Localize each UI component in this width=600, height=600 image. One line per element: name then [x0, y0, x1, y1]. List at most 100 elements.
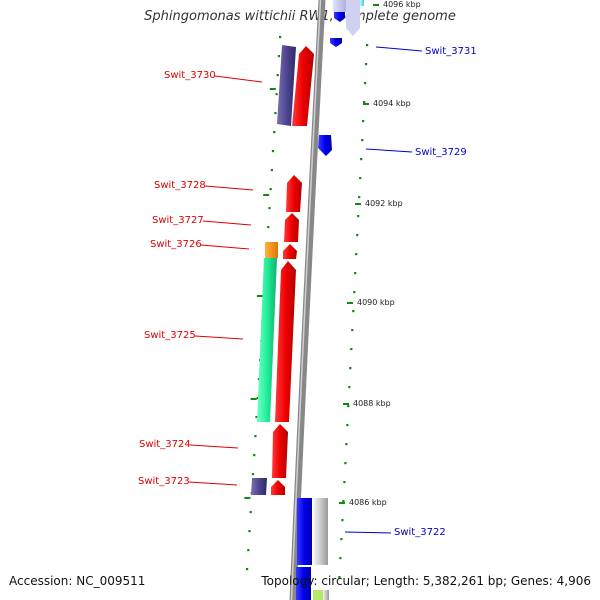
guide-dot	[271, 150, 275, 153]
kbp-tick-mark	[339, 502, 345, 504]
guide-dot	[256, 397, 259, 400]
gene-red-3723	[271, 480, 285, 495]
gene-arrow-top-blue	[334, 12, 345, 22]
label-leader-line	[202, 220, 252, 226]
guide-dot	[346, 424, 349, 427]
guide-dot	[338, 576, 341, 579]
gene-label-swit_3722: Swit_3722	[394, 527, 446, 538]
guide-dash	[256, 295, 263, 297]
accession-label: Accession: NC_009511	[9, 574, 146, 588]
guide-dot	[246, 568, 249, 571]
guide-dot	[253, 454, 256, 457]
gene-orange-3726	[265, 242, 278, 258]
guide-dot	[342, 500, 345, 503]
guide-dot	[339, 557, 342, 560]
guide-dot	[353, 291, 356, 294]
guide-dot	[366, 44, 369, 47]
gene-label-swit_3729: Swit_3729	[415, 147, 467, 158]
guide-dot	[248, 530, 251, 533]
guide-dot	[358, 196, 361, 199]
kbp-tick-label: 4096 kbp	[383, 0, 421, 9]
label-leader-line	[189, 444, 239, 449]
guide-dot	[340, 538, 343, 541]
kbp-tick-mark	[347, 302, 353, 304]
gene-red-3730	[292, 46, 314, 126]
guide-dot	[349, 367, 352, 370]
guide-dot	[359, 177, 362, 180]
gene-label-swit_3724: Swit_3724	[139, 439, 191, 450]
gene-red-3725	[275, 261, 296, 422]
gene-block-top-cyan	[360, 0, 364, 6]
guide-dot	[361, 139, 364, 142]
guide-dot	[341, 519, 344, 522]
gene-arrow-swit3731	[346, 0, 360, 36]
kbp-tick-label: 4094 kbp	[373, 99, 411, 108]
label-leader-line	[365, 148, 413, 153]
gene-grey-3722	[314, 498, 328, 565]
gene-label-swit_3731: Swit_3731	[425, 46, 477, 57]
topology-label: Topology: circular; Length: 5,382,261 bp…	[261, 574, 591, 588]
gene-teal-3725	[257, 258, 277, 422]
guide-dot	[351, 329, 354, 332]
gene-blue-3729	[318, 135, 332, 156]
guide-dot	[268, 207, 271, 210]
guide-dot	[347, 405, 350, 408]
guide-dot	[357, 215, 360, 218]
kbp-tick-mark	[363, 103, 369, 105]
gene-red-3726	[283, 244, 297, 259]
gene-red-3727	[284, 213, 299, 242]
gene-purple-3730	[277, 45, 296, 126]
kbp-tick-mark	[355, 203, 361, 205]
label-leader-line	[344, 531, 392, 534]
guide-dot	[354, 272, 357, 275]
gene-label-swit_3726: Swit_3726	[150, 239, 202, 250]
guide-dot	[254, 435, 257, 438]
kbp-ticks: 4096 kbp 4094 kbp 4092 kbp 4090 kbp 4088 kbp…	[339, 0, 421, 507]
dotted-guide-arcs	[244, 36, 369, 579]
guide-dot	[352, 310, 355, 313]
guide-dot	[348, 386, 351, 389]
kbp-tick-label: 4092 kbp	[365, 199, 403, 208]
label-leader-line	[375, 46, 423, 52]
guide-dot	[279, 36, 282, 39]
guide-dot	[364, 82, 367, 85]
kbp-tick-label: 4090 kbp	[357, 298, 395, 307]
label-leader-line	[188, 481, 238, 486]
kbp-tick-mark	[373, 4, 379, 6]
gene-green-bottom	[313, 590, 323, 600]
gene-arrow-small-blue	[330, 38, 342, 47]
gene-label-swit_3723: Swit_3723	[138, 476, 190, 487]
label-leader-line	[214, 75, 263, 83]
guide-dot	[365, 63, 368, 66]
guide-dot	[345, 443, 348, 446]
kbp-tick-label: 4086 kbp	[349, 498, 387, 507]
genome-title: Sphingomonas wittichii RW1, complete gen…	[144, 9, 456, 24]
gene-label-swit_3728: Swit_3728	[154, 180, 206, 191]
gene-red-3724	[272, 424, 288, 478]
guide-dash	[250, 398, 257, 400]
guide-dot	[356, 234, 359, 237]
gene-block-top-lavender	[333, 0, 346, 12]
label-leader-line	[194, 335, 244, 340]
label-leader-line	[204, 185, 254, 191]
guide-dot	[275, 93, 278, 96]
guide-dot	[276, 74, 279, 77]
guide-dash	[269, 88, 276, 90]
gene-red-3728	[286, 175, 302, 212]
guide-dot	[360, 158, 363, 161]
guide-dot	[362, 120, 365, 123]
guide-dot	[251, 473, 255, 476]
gene-label-swit_3730: Swit_3730	[164, 70, 216, 81]
gene-label-swit_3725: Swit_3725	[144, 330, 196, 341]
guide-dash	[244, 497, 251, 499]
gene-grey-bottom	[323, 590, 329, 600]
guide-dot	[363, 101, 366, 104]
gene-labels: Swit_3730 Swit_3728 Swit_3727 Swit_3726 Swit…	[138, 46, 477, 538]
guide-dot	[270, 169, 273, 172]
guide-dot	[344, 462, 347, 465]
guide-dot	[267, 226, 270, 229]
gene-blue-3722b	[296, 567, 311, 600]
guide-dot	[343, 481, 346, 484]
gene-label-swit_3727: Swit_3727	[152, 215, 204, 226]
